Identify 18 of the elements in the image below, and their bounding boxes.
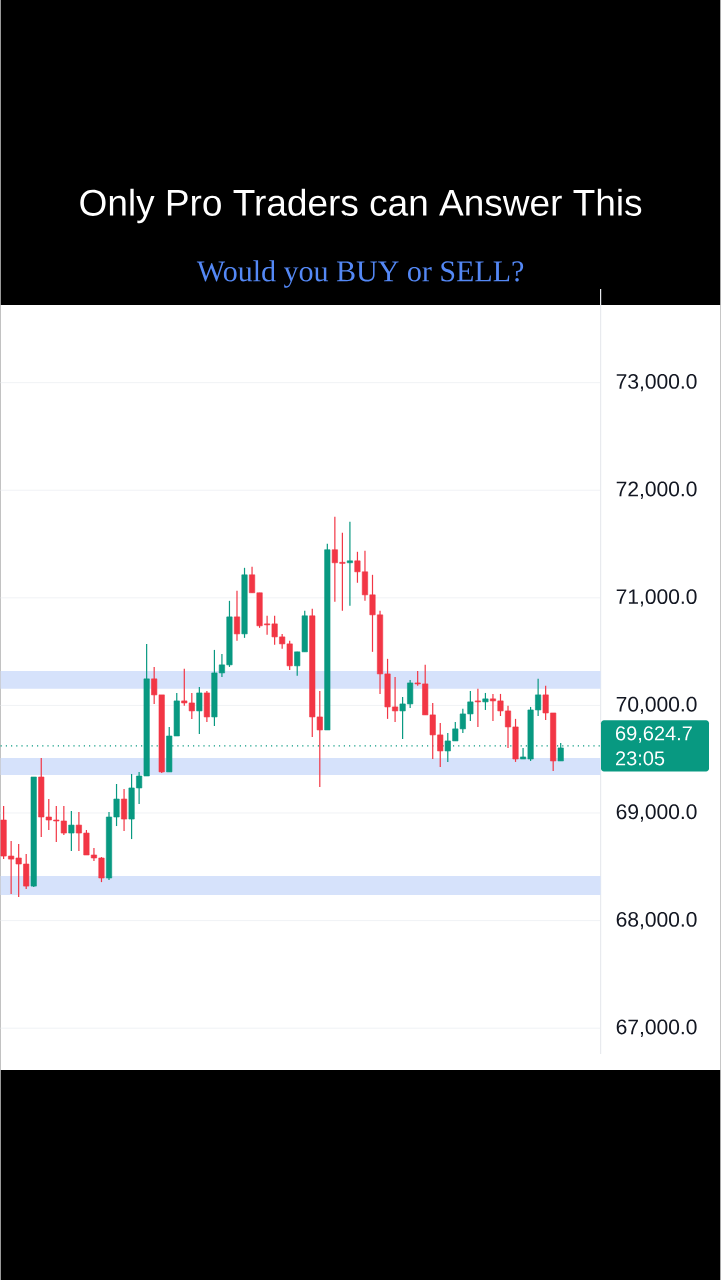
- y-tick-label: 67,000.0: [616, 1019, 697, 1037]
- candlestick: [121, 788, 128, 832]
- candlestick: [347, 521, 354, 607]
- y-tick-label: 72,000.0: [616, 481, 697, 499]
- chart-title: Only Pro Traders can Answer This: [80, 188, 642, 224]
- y-tick-label: 71,000.0: [616, 589, 697, 607]
- y-tick-label: 73,000.0: [616, 373, 697, 392]
- y-tick-label: 69,000.0: [616, 804, 697, 822]
- candlestick: [204, 690, 211, 723]
- candlestick: [196, 686, 203, 735]
- text: 23:05: [616, 751, 665, 766]
- chart-subtitle: Would you BUY or SELL?: [197, 260, 524, 288]
- y-tick-label: 70,000.0: [616, 696, 697, 715]
- candlestick: [68, 810, 75, 852]
- candlestick: [475, 688, 482, 728]
- candlestick: [234, 590, 241, 642]
- y-tick-label: 68,000.0: [616, 911, 697, 930]
- ref-line-label: 69,624.7: [616, 726, 693, 743]
